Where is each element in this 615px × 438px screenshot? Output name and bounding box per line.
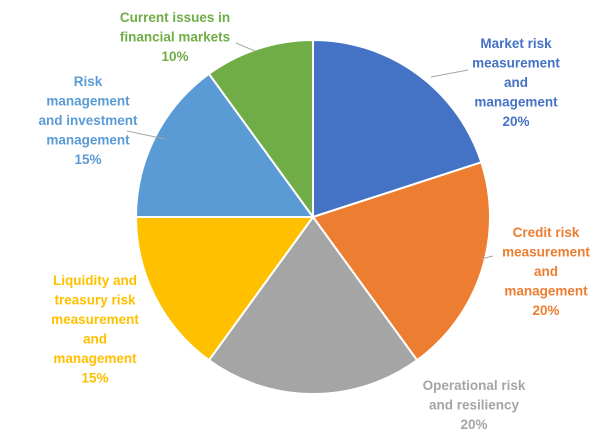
- data-label-2: Credit risk measurement and management 20%: [502, 225, 590, 318]
- data-label-value: 15%: [74, 152, 101, 167]
- leader-line-2: [480, 255, 494, 260]
- data-label-value: 20%: [502, 114, 529, 129]
- pie-slice-2: [311, 161, 491, 362]
- pie-slice-3: [207, 215, 419, 395]
- data-label-line: and: [83, 332, 107, 347]
- data-label-line: and: [504, 75, 528, 90]
- leader-line-1: [430, 69, 469, 78]
- leader-line-6: [235, 42, 256, 52]
- data-labels: Market risk measurement and management 20%Cr…: [38, 10, 590, 432]
- data-label-line: management: [46, 94, 130, 109]
- data-label-line: Risk: [74, 74, 103, 89]
- data-label-4: Liquidity and treasury risk measurement and…: [51, 273, 139, 386]
- data-label-line: measurement: [502, 245, 590, 260]
- data-label-line: and investment: [38, 113, 138, 128]
- data-label-line: Current issues in: [120, 10, 230, 25]
- data-label-line: Market risk: [480, 36, 552, 51]
- data-label-value: 15%: [81, 371, 108, 386]
- data-label-line: Credit risk: [513, 225, 580, 240]
- data-label-line: management: [53, 351, 137, 366]
- data-label-line: management: [46, 133, 130, 148]
- data-label-line: Liquidity and: [53, 273, 137, 288]
- pie-slice-6: [207, 38, 314, 221]
- data-label-line: financial markets: [120, 30, 230, 45]
- data-label-line: treasury risk: [54, 293, 136, 308]
- data-label-value: 10%: [161, 49, 188, 64]
- data-label-line: management: [504, 284, 588, 299]
- leader-line-5: [126, 130, 166, 140]
- leader-lines: [126, 42, 494, 260]
- data-label-value: 20%: [532, 303, 559, 318]
- data-label-value: 20%: [460, 417, 487, 432]
- data-label-6: Current issues in financial markets 10%: [120, 10, 230, 64]
- data-label-line: Operational risk: [423, 378, 526, 393]
- data-label-1: Market risk measurement and management 20%: [472, 36, 560, 129]
- data-label-3: Operational risk and resiliency 20%: [423, 378, 526, 432]
- data-label-line: and resiliency: [429, 398, 520, 413]
- pie-slice-4: [134, 216, 315, 362]
- data-label-line: measurement: [51, 312, 139, 327]
- pie-slice-1: [312, 38, 483, 219]
- data-label-line: measurement: [472, 56, 560, 71]
- data-label-line: management: [474, 95, 558, 110]
- pie-slices: [134, 38, 491, 395]
- data-label-line: and: [534, 264, 558, 279]
- data-label-5: Risk management and investment management 15…: [38, 74, 138, 167]
